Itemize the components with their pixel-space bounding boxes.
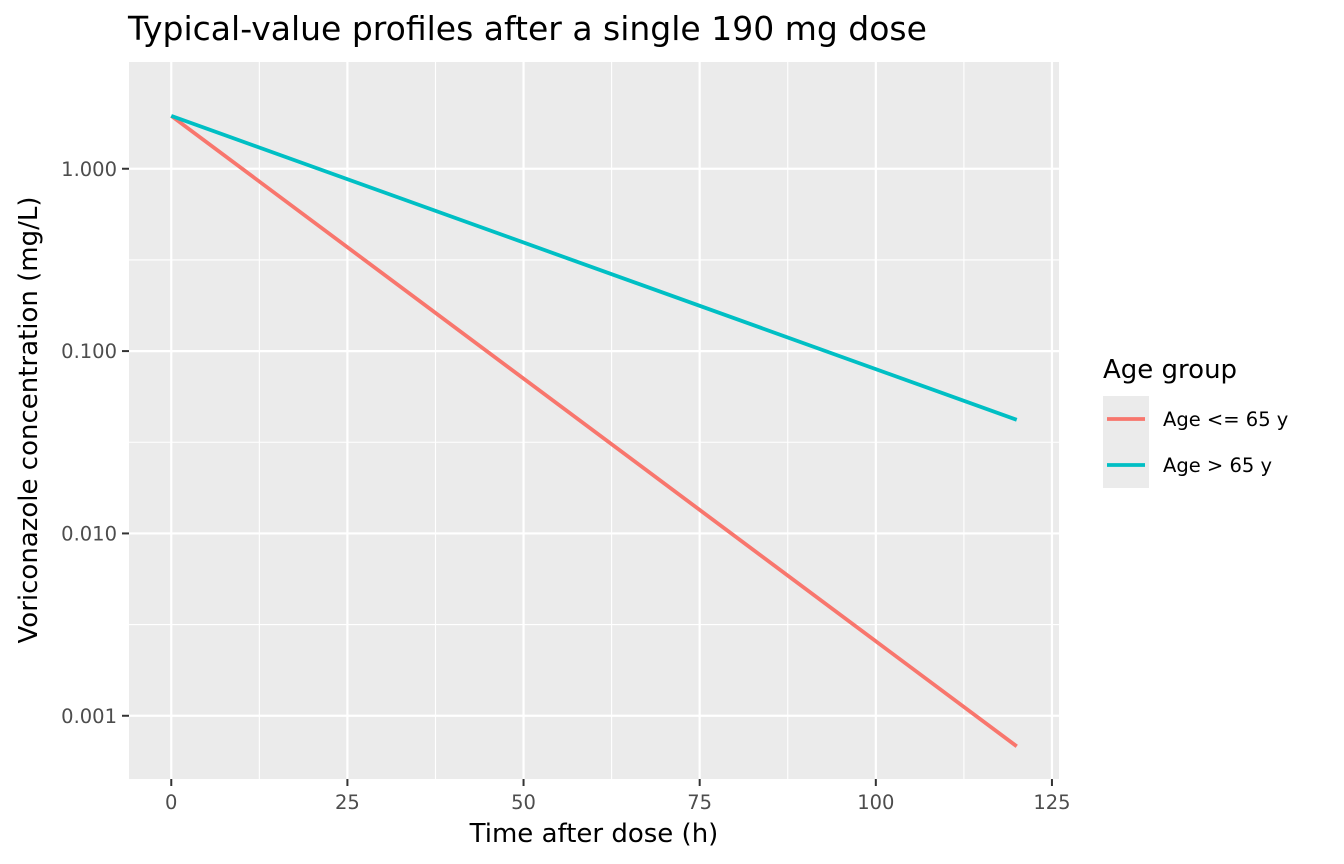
x-tick-label: 50 bbox=[511, 791, 536, 814]
y-axis-ticks: 0.001 0.010 0.100 1.000 bbox=[61, 158, 129, 728]
plot-panel bbox=[129, 62, 1059, 779]
x-tick-label: 75 bbox=[687, 791, 712, 814]
legend: Age group Age <= 65 y Age > 65 y bbox=[1103, 355, 1288, 488]
legend-label: Age > 65 y bbox=[1163, 454, 1272, 477]
legend-title: Age group bbox=[1103, 355, 1237, 385]
x-axis-ticks: 0 25 50 75 100 125 bbox=[165, 779, 1071, 814]
x-tick-label: 100 bbox=[857, 791, 894, 814]
chart-title: Typical-value profiles after a single 19… bbox=[127, 9, 927, 48]
series-line-1 bbox=[170, 114, 1018, 748]
y-tick-label: 1.000 bbox=[61, 158, 117, 181]
y-tick-label: 0.100 bbox=[61, 340, 117, 363]
x-tick-label: 125 bbox=[1033, 791, 1070, 814]
y-axis-title: Voriconazole concentration (mg/L) bbox=[14, 197, 44, 644]
x-axis-title: Time after dose (h) bbox=[469, 819, 719, 849]
series-lines bbox=[170, 114, 1018, 748]
y-tick-label: 0.010 bbox=[61, 522, 117, 545]
series-line-2 bbox=[170, 114, 1018, 422]
legend-label: Age <= 65 y bbox=[1163, 408, 1288, 431]
x-tick-label: 25 bbox=[335, 791, 360, 814]
y-tick-label: 0.001 bbox=[61, 705, 117, 728]
major-gridlines bbox=[129, 62, 1059, 779]
x-tick-label: 0 bbox=[165, 791, 177, 814]
